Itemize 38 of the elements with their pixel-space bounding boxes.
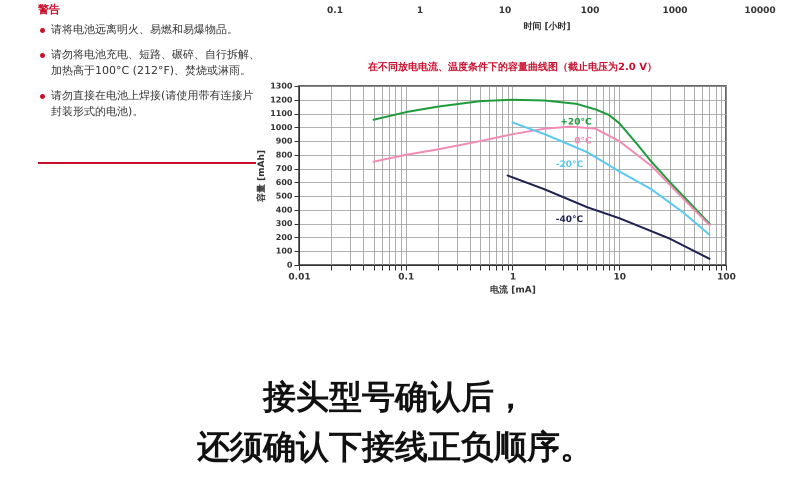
y-tick-label: 600 (276, 178, 293, 187)
text: 接头型号确认后， (261, 376, 528, 418)
text: 0.1 (327, 6, 343, 16)
text: 请勿直接在电池上焊接(请使用带有连接片封装形式的电池)。 (38, 88, 260, 120)
y-tick-label: 300 (276, 219, 293, 228)
y-tick-label: 1200 (270, 95, 293, 104)
y-tick-label: 1000 (270, 122, 293, 132)
y-tick-label: 1100 (270, 109, 293, 118)
series-label: -20°C (556, 160, 584, 170)
y-tick-label: 100 (276, 246, 293, 256)
text: 请勿将电池充电、短路、碾碎、自行拆解、加热高于100°C (212°F)、焚烧或淋雨。 (38, 47, 260, 79)
y-tick-label: 1300 (270, 82, 293, 90)
chart-title: 在不同放电电流、温度条件下的容量曲线图（截止电压为2.0 V） (367, 61, 657, 73)
y-tick-label: 0 (286, 260, 293, 270)
y-tick-label: 500 (276, 192, 293, 201)
y-tick-label: 800 (276, 150, 293, 160)
x-tick-label: 10 (613, 272, 626, 282)
text: 警告 (38, 2, 61, 18)
text: 还须确认下接线正负顺序。 (196, 426, 594, 468)
text: 10 (498, 6, 512, 16)
y-tick-label: 400 (276, 205, 293, 214)
x-tick-label: 1 (510, 272, 516, 282)
series-label: -40°C (556, 215, 584, 226)
text: 10000 (744, 6, 776, 16)
y-tick-label: 900 (276, 136, 293, 146)
text: 1 (416, 6, 424, 16)
x-axis-title: 电流 [mA] (490, 284, 536, 296)
text: 请将电池远离明火、易燃和易爆物品。 (38, 22, 260, 38)
text: 100 (580, 6, 600, 16)
text: 1000 (662, 6, 688, 16)
y-axis-title: 容量 [mAh] (256, 150, 268, 204)
x-tick-label: 100 (717, 272, 736, 282)
text: 时间 [小时] (523, 20, 571, 33)
series-label: +20°C (560, 117, 592, 128)
x-tick-label: 0.1 (398, 272, 414, 282)
y-tick-label: 700 (276, 164, 293, 174)
y-tick-label: 200 (276, 232, 293, 242)
x-tick-label: 0.01 (288, 272, 311, 282)
